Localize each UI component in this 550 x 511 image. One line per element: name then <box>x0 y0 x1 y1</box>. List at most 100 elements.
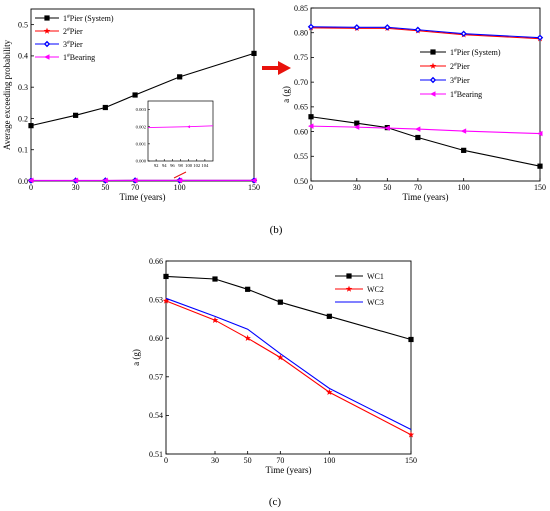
chart-a-exceeding-probability: 0 30 50 70 100 150 0.0 0.1 0.2 0.3 0.4 0.5 Time (yea… <box>2 8 260 202</box>
legend-label: 1#Pier (System) <box>63 14 114 23</box>
inset-x-tick-label: 100 <box>185 163 193 168</box>
x-tick-label: 70 <box>131 183 139 192</box>
legend-item-1pier-system: 1#Pier (System) <box>35 14 114 23</box>
data-point <box>162 297 170 304</box>
inset-x-tick-label: 94 <box>162 163 167 168</box>
series-wc3 <box>165 297 412 431</box>
legend-item-2pier: 2#Pier <box>420 62 470 71</box>
legend-item-3pier: 3#Pier <box>35 40 83 49</box>
y-tick-label: 0.65 <box>294 103 308 112</box>
series-wc2 <box>162 297 415 438</box>
data-point <box>277 299 283 305</box>
y-tick-label: 0.50 <box>294 177 308 186</box>
x-tick-label: 150 <box>248 183 260 192</box>
inset-x-tick-label: 98 <box>178 163 183 168</box>
chart-b-acceleration-components: 0 30 50 70 100 150 0.50 0.55 0.60 0.65 0.70 0.75 0.8… <box>281 4 546 202</box>
series-line <box>30 52 255 127</box>
y-tick-label: 0.3 <box>18 83 28 92</box>
data-point <box>163 273 169 280</box>
inset-y-tick-label: 0.003 <box>136 107 147 112</box>
y-tick-label: 0.5 <box>18 20 28 29</box>
data-point <box>326 313 332 319</box>
data-point <box>212 276 218 282</box>
data-point <box>461 147 467 153</box>
x-axis-label: Time (years) <box>120 192 166 202</box>
x-tick-label: 100 <box>458 183 470 192</box>
x-tick-label: 30 <box>72 183 80 192</box>
x-tick-label: 0 <box>164 456 168 465</box>
data-point <box>245 286 251 292</box>
data-point <box>251 50 257 57</box>
y-tick-label: 0.60 <box>294 127 308 136</box>
legend-item-wc2: WC2 <box>335 285 384 294</box>
data-point <box>353 124 360 130</box>
inset-y-tick-label: 0.001 <box>136 141 147 146</box>
y-axis-label: a (g) <box>281 86 291 103</box>
data-point <box>537 163 543 169</box>
x-tick-label: 0 <box>29 183 33 192</box>
data-point <box>460 30 467 37</box>
data-point <box>353 24 360 31</box>
x-tick-label: 50 <box>383 183 391 192</box>
series-line <box>310 27 541 40</box>
data-point <box>354 120 360 126</box>
legend-item-1bearing: 1#Bearing <box>420 90 482 99</box>
y-tick-label: 0.60 <box>149 334 163 343</box>
x-tick-label: 100 <box>174 183 186 192</box>
data-point <box>176 177 183 184</box>
inset-y-tick-label: 0.000 <box>136 159 147 164</box>
legend-marker <box>429 62 437 69</box>
series-1pier-system <box>28 50 257 129</box>
legend-label: WC1 <box>367 272 384 281</box>
series-line <box>165 275 412 341</box>
legend-item-3pier: 3#Pier <box>420 76 470 85</box>
data-point <box>460 128 467 134</box>
data-point <box>326 388 333 395</box>
data-point <box>308 123 314 129</box>
inset-x-tick-label: 96 <box>170 163 175 168</box>
inset-x-tick-label: 102 <box>193 163 201 168</box>
data-point <box>251 177 257 184</box>
series-1pier-system <box>308 114 543 169</box>
data-point <box>102 104 108 111</box>
plot-frame <box>310 7 541 182</box>
legend-label: 1#Bearing <box>63 53 95 62</box>
legend: 1#Pier (System) 2#Pier 3#Pier 1#Bearing <box>420 48 501 99</box>
data-point <box>414 126 421 132</box>
y-tick-label: 0.4 <box>18 52 28 61</box>
legend-marker <box>43 27 51 34</box>
data-point <box>384 125 390 131</box>
legend-label: 2#Pier <box>63 27 83 36</box>
chart-c-acceleration-work-conditions: 0 30 50 70 100 150 0.51 0.54 0.57 0.60 0.63 0.66 Tim… <box>131 257 417 475</box>
inset-zoom: 92 94 96 98 100 102 104 0.000 0.001 0.002 0.003 <box>136 100 214 168</box>
x-axis-label: Time (years) <box>266 465 312 475</box>
x-tick-label: 30 <box>353 183 361 192</box>
series-line <box>310 125 541 135</box>
series-line <box>310 26 541 39</box>
zoom-pointer-arrow <box>173 171 187 179</box>
series-1bearing <box>308 123 543 137</box>
legend-marker <box>345 285 353 292</box>
legend-marker <box>430 91 436 97</box>
data-point <box>102 177 108 184</box>
data-point <box>408 336 414 343</box>
x-tick-label: 50 <box>101 183 109 192</box>
data-point <box>177 74 183 80</box>
x-axis-label: Time (years) <box>403 192 449 202</box>
arrow-head <box>278 61 291 75</box>
inset-x-tick-label: 104 <box>201 163 209 168</box>
data-point <box>414 26 422 33</box>
data-point <box>73 112 79 118</box>
legend-marker <box>44 54 50 60</box>
series-1bearing <box>28 177 257 184</box>
x-tick-label: 70 <box>414 183 422 192</box>
y-tick-label: 0.63 <box>149 295 163 304</box>
legend-item-1pier-system: 1#Pier (System) <box>420 48 501 57</box>
data-point <box>211 316 219 323</box>
y-tick-label: 0.80 <box>294 29 308 38</box>
y-tick-label: 0.55 <box>294 152 308 161</box>
x-tick-label: 0 <box>309 183 313 192</box>
caption-b: (b) <box>270 224 283 236</box>
inset-data-point <box>187 125 191 129</box>
